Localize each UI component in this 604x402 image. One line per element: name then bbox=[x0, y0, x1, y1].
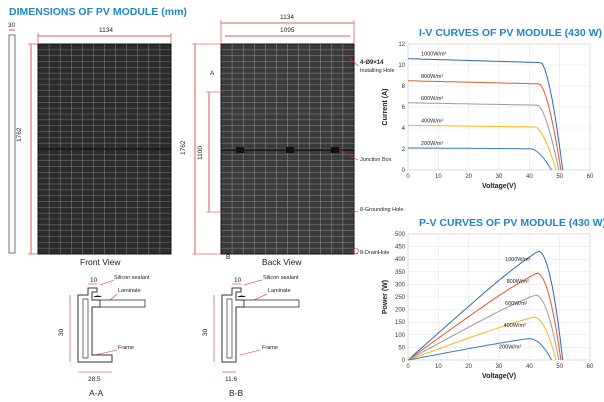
section-b-marker: B bbox=[226, 254, 230, 261]
aa-frame-label: Frame bbox=[118, 345, 134, 351]
front-view-caption: Front View bbox=[80, 257, 120, 267]
series-label: 800W/m² bbox=[421, 74, 443, 80]
x-tick-label: 0 bbox=[406, 174, 410, 180]
thickness-label: 30 bbox=[8, 22, 15, 29]
x-tick-label: 10 bbox=[435, 174, 442, 180]
back-view-caption: Back View bbox=[262, 257, 302, 267]
x-tick-label: 50 bbox=[556, 364, 563, 370]
junction-box-3 bbox=[331, 147, 339, 153]
x-tick-label: 50 bbox=[556, 174, 563, 180]
bb-frame-label: Frame bbox=[262, 345, 278, 351]
back-inner-width-label: 1095 bbox=[280, 27, 294, 34]
junction-box-2 bbox=[286, 147, 294, 153]
bb-sealant-label: Silicon sealant bbox=[263, 275, 298, 281]
y-axis-label: Current (A) bbox=[382, 89, 389, 126]
series-label: 1000W/m² bbox=[505, 257, 531, 263]
y-tick-label: 350 bbox=[395, 270, 406, 276]
bb-side-dim: 30 bbox=[202, 329, 209, 336]
x-axis-label: Voltage(V) bbox=[482, 183, 516, 190]
x-tick-label: 60 bbox=[587, 174, 594, 180]
x-tick-label: 30 bbox=[496, 364, 503, 370]
y-tick-label: 100 bbox=[395, 333, 406, 339]
pv-chart: 0 50 100 150 200 250 300 350 400 450 500 0 10 20 30 40 5… bbox=[378, 228, 600, 388]
series-label: 400W/m² bbox=[421, 118, 443, 124]
y-tick-label: 4 bbox=[402, 126, 406, 132]
y-tick-label: 300 bbox=[395, 282, 406, 288]
iv-chart: 0 2 4 6 8 10 12 0 10 20 30 40 50 60 Voltage(V) Current … bbox=[378, 38, 600, 198]
y-tick-label: 400 bbox=[395, 257, 406, 263]
y-tick-label: 6 bbox=[402, 105, 406, 111]
dimensions-drawing bbox=[0, 0, 400, 402]
side-profile bbox=[9, 35, 15, 253]
y-tick-label: 50 bbox=[398, 345, 405, 351]
back-inner-height-label: 1100 bbox=[197, 146, 204, 160]
y-axis-label: Power (W) bbox=[382, 280, 389, 314]
aa-bottom-dim: 28.5 bbox=[88, 376, 101, 383]
x-tick-label: 20 bbox=[465, 174, 472, 180]
aa-top-dim: 10 bbox=[90, 277, 97, 284]
junction-box-1 bbox=[236, 147, 244, 153]
aa-sealant-label: Silicon sealant bbox=[114, 275, 149, 281]
y-tick-label: 450 bbox=[395, 245, 406, 251]
series-label: 600W/m² bbox=[421, 96, 443, 102]
y-tick-label: 10 bbox=[398, 63, 405, 69]
y-tick-label: 2 bbox=[402, 147, 406, 153]
y-tick-label: 150 bbox=[395, 320, 406, 326]
y-tick-label: 12 bbox=[398, 42, 405, 48]
series-label: 800W/m² bbox=[507, 279, 529, 285]
y-tick-label: 8 bbox=[402, 84, 406, 90]
bb-top-dim: 10 bbox=[234, 277, 241, 284]
y-tick-label: 0 bbox=[402, 358, 406, 364]
aa-side-dim: 30 bbox=[58, 329, 65, 336]
x-tick-label: 60 bbox=[587, 364, 594, 370]
x-tick-label: 30 bbox=[496, 174, 503, 180]
front-width-label: 1134 bbox=[99, 27, 113, 34]
back-height-label: 1762 bbox=[180, 141, 187, 155]
aa-caption: A-A bbox=[89, 388, 103, 398]
x-axis-label: Voltage(V) bbox=[482, 373, 516, 380]
series-label: 200W/m² bbox=[421, 141, 443, 147]
y-tick-label: 0 bbox=[402, 168, 406, 174]
series-label: 400W/m² bbox=[504, 323, 526, 329]
section-a-marker: A bbox=[210, 70, 214, 77]
x-tick-label: 40 bbox=[526, 174, 533, 180]
bb-bottom-dim: 11.6 bbox=[225, 376, 237, 383]
front-height-label: 1762 bbox=[16, 128, 23, 142]
bb-caption: B-B bbox=[229, 388, 243, 398]
grounding-hole-label: 8-Grounding Hole bbox=[360, 207, 403, 213]
aa-laminate-label: Laminate bbox=[118, 288, 141, 294]
back-width-label: 1134 bbox=[280, 14, 294, 21]
series-label: 200W/m² bbox=[499, 345, 521, 351]
x-tick-label: 40 bbox=[526, 364, 533, 370]
x-tick-label: 10 bbox=[435, 364, 442, 370]
bb-laminate-label: Laminate bbox=[268, 288, 291, 294]
y-tick-label: 500 bbox=[395, 232, 406, 238]
series-label: 1000W/m² bbox=[421, 52, 447, 58]
y-tick-label: 250 bbox=[395, 295, 406, 301]
x-tick-label: 0 bbox=[406, 364, 410, 370]
y-tick-label: 200 bbox=[395, 308, 406, 314]
x-tick-label: 20 bbox=[465, 364, 472, 370]
series-label: 600W/m² bbox=[505, 301, 527, 307]
